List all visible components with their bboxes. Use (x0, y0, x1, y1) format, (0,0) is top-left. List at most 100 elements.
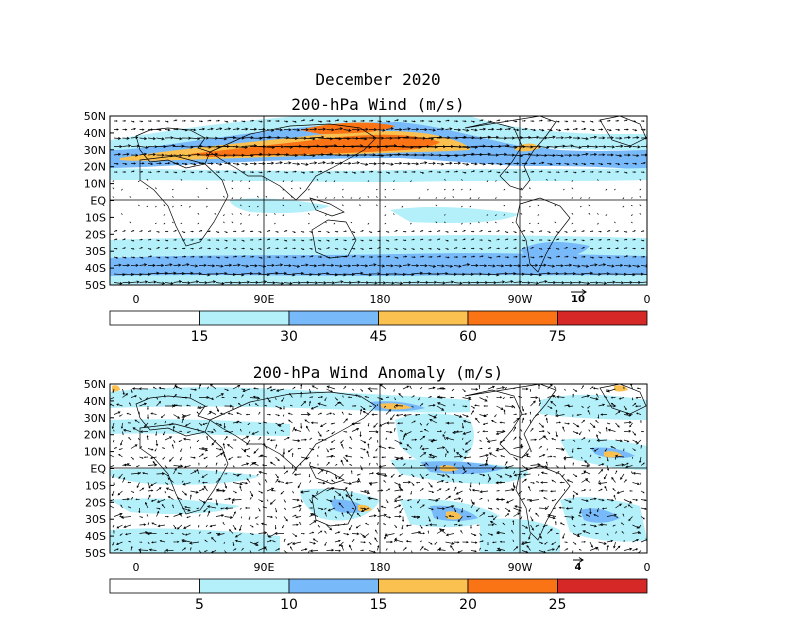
wind-vector (442, 465, 446, 467)
wind-vector (419, 546, 424, 551)
wind-vector (246, 478, 251, 483)
wind-vector (139, 238, 143, 241)
wind-vector (547, 455, 553, 458)
wind-vector (640, 161, 646, 165)
wind-vector (340, 439, 344, 444)
wind-vector (606, 544, 609, 551)
wind-vector (245, 413, 251, 416)
wind-vector (112, 473, 115, 479)
wind-vector (504, 461, 508, 466)
wind-vector (479, 264, 488, 268)
wind-vector (640, 144, 647, 148)
wind-vector (398, 473, 404, 477)
wind-vector (249, 272, 262, 276)
wind-vector (377, 507, 380, 513)
wind-vector (341, 512, 344, 517)
colorbar-label: 15 (191, 329, 209, 345)
wind-vector (571, 516, 574, 521)
wind-vector (232, 162, 240, 166)
wind-vector (249, 136, 263, 140)
wind-vector (553, 395, 557, 398)
wind-vector (385, 488, 391, 492)
wind-vector (215, 162, 223, 166)
wind-vector (196, 507, 200, 510)
wind-vector (156, 397, 159, 400)
wind-vector (119, 515, 123, 518)
wind-vector (610, 396, 616, 399)
wind-vector (632, 238, 636, 241)
wind-vector (156, 487, 162, 492)
wind-vector (639, 204, 642, 207)
wind-vector (181, 480, 184, 483)
wind-vector (419, 445, 423, 449)
wind-vector (249, 490, 254, 497)
wind-vector (596, 179, 599, 181)
wind-vector (317, 446, 320, 449)
wind-vector (163, 204, 166, 207)
wind-vector (147, 230, 152, 232)
wind-vector (494, 414, 497, 418)
wind-vector (236, 456, 242, 458)
wind-vector (504, 171, 509, 174)
wind-vector (429, 523, 438, 527)
wind-vector (228, 456, 234, 460)
wind-vector (562, 448, 565, 452)
wind-vector (190, 163, 197, 166)
wind-vector (547, 171, 552, 174)
wind-vector (589, 397, 599, 401)
wind-vector (598, 541, 607, 545)
wind-vector (316, 490, 319, 495)
wind-vector (581, 456, 583, 460)
wind-vector (511, 529, 514, 534)
wind-vector (360, 388, 364, 392)
wind-vector (428, 280, 438, 284)
wind-vector (249, 162, 258, 166)
wind-vector (410, 222, 412, 225)
wind-vector (562, 188, 565, 191)
wind-vector (496, 162, 503, 166)
wind-vector (588, 212, 591, 215)
wind-vector (444, 221, 446, 224)
wind-vector (530, 120, 535, 123)
wind-vector (530, 400, 536, 407)
lat-label: EQ (90, 463, 106, 476)
wind-vector (394, 397, 396, 401)
wind-vector (479, 473, 486, 477)
wind-vector (394, 238, 398, 241)
wind-vector (555, 129, 562, 132)
wind-vector (579, 507, 582, 515)
wind-vector (394, 170, 399, 174)
wind-vector (453, 256, 459, 259)
wind-vector (411, 230, 415, 232)
wind-vector (317, 431, 322, 437)
wind-vector (479, 280, 489, 285)
wind-vector (291, 180, 293, 183)
wind-vector (418, 197, 421, 199)
wind-vector (343, 487, 348, 492)
wind-vector (269, 388, 276, 392)
wind-vector (232, 263, 241, 267)
wind-vector (394, 456, 404, 461)
wind-vector (274, 524, 277, 530)
wind-vector (385, 255, 391, 258)
wind-vector (640, 171, 645, 174)
wind-vector (419, 272, 432, 276)
wind-vector (530, 524, 534, 531)
wind-vector (211, 536, 217, 543)
wind-vector (538, 445, 543, 449)
wind-vector (544, 541, 548, 545)
wind-vector (190, 547, 192, 551)
wind-vector (360, 281, 370, 285)
wind-vector (258, 490, 264, 494)
wind-vector (564, 135, 573, 139)
wind-vector (270, 489, 276, 492)
wind-vector (436, 405, 445, 411)
wind-vector (300, 490, 310, 494)
wind-vector (269, 439, 276, 442)
wind-vector (384, 214, 387, 217)
wind-vector (436, 230, 441, 232)
wind-vector (526, 455, 531, 458)
wind-vector (538, 280, 548, 284)
wind-vector (606, 388, 616, 393)
wind-vector (265, 179, 268, 181)
